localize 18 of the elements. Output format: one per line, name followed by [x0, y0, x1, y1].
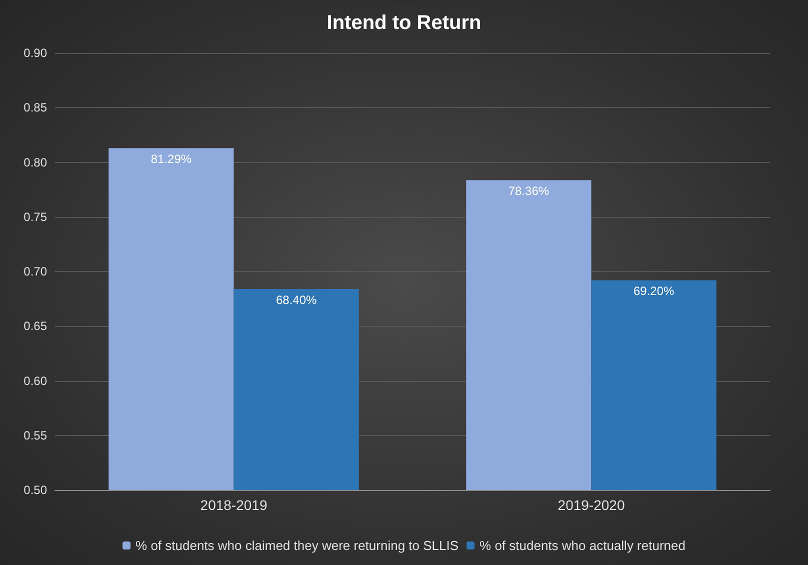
y-tick-label: 0.55 — [24, 428, 48, 442]
y-tick-label: 0.90 — [24, 46, 48, 60]
y-tick-label: 0.70 — [24, 264, 48, 278]
data-label: 69.20% — [633, 284, 674, 298]
y-tick-label: 0.80 — [24, 155, 48, 170]
data-label: 81.29% — [150, 152, 192, 166]
legend-label: % of students who actually returned — [480, 538, 686, 553]
y-tick-label: 0.60 — [24, 374, 48, 388]
y-tick-label: 0.75 — [24, 210, 48, 224]
x-tick-label: 2019-2020 — [558, 497, 625, 513]
data-label: 78.36% — [508, 184, 550, 198]
data-label: 68.40% — [276, 292, 317, 307]
x-tick-label: 2018-2019 — [200, 497, 268, 513]
chart-title: Intend to Return — [326, 12, 482, 34]
y-tick-label: 0.65 — [24, 319, 48, 334]
legend-label: % of students who claimed they were returning to SLLIS — [136, 538, 459, 553]
y-tick-label: 0.50 — [24, 483, 48, 497]
y-tick-label: 0.85 — [24, 100, 48, 115]
